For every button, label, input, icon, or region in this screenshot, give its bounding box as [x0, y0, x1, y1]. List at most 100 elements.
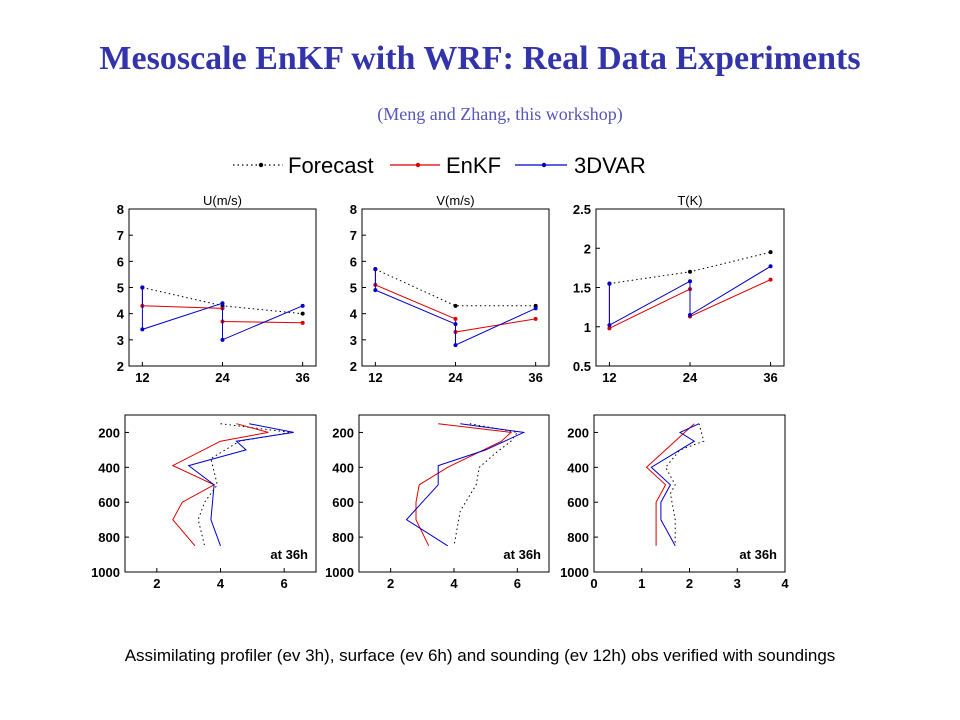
panel-3-point-enkf-1 [607, 326, 612, 331]
panel-1-point-3dvar-0 [140, 285, 145, 290]
panel-6-xtick-label-4: 4 [781, 576, 789, 591]
panel-1-ytick-label-3: 5 [117, 281, 124, 296]
footer-caption: Assimilating profiler (ev 3h), surface (… [124, 646, 836, 665]
panel-5-ytick-label-1: 400 [332, 460, 354, 475]
legend-label-forecast: Forecast [288, 153, 374, 178]
panel-1-frame [128, 208, 317, 367]
panel-6-ytick-label-0: 200 [567, 425, 589, 440]
panel-2-ytick-label-0: 2 [350, 359, 357, 374]
panel-5-ytick-label-0: 200 [332, 425, 354, 440]
slide-title: Mesoscale EnKF with WRF: Real Data Exper… [99, 40, 861, 77]
panel-4-series-enkf [171, 423, 269, 547]
panel-2-point-forecast-1 [453, 303, 458, 308]
panel-1-point-forecast-2 [300, 311, 305, 316]
panel-3-point-3dvar-0 [607, 281, 612, 286]
panel-5-xtick-label-0: 2 [387, 576, 394, 591]
panel-6-xtick-label-1: 1 [638, 576, 645, 591]
panel-6-series-3dvar [650, 423, 700, 547]
panel-3-title: T(K) [677, 193, 702, 208]
panel-2-xtick-label-0: 12 [368, 370, 382, 385]
panel-6-xtick-label-3: 3 [734, 576, 741, 591]
panel-4-annotation: at 36h [270, 547, 308, 562]
panel-2-xtick-label-2: 36 [528, 370, 542, 385]
panel-5-ytick-label-4: 1000 [325, 565, 354, 580]
panel-1-ytick-label-0: 2 [117, 359, 124, 374]
panel-5-series-enkf [415, 423, 513, 547]
panel-2-point-enkf-2 [453, 316, 458, 321]
panel-5-ytick-label-3: 800 [332, 530, 354, 545]
panel-6-ytick-label-3: 800 [567, 530, 589, 545]
panel-3-series-forecast [609, 251, 771, 285]
panel-1-xtick-label-0: 12 [135, 370, 149, 385]
panel-2-point-3dvar-2 [453, 322, 458, 327]
panel-3-point-forecast-1 [688, 269, 692, 274]
panel-3-point-enkf-4 [768, 277, 773, 282]
panel-2-ytick-label-2: 4 [350, 307, 358, 322]
panel-3-ytick-label-0: 0.5 [573, 359, 591, 374]
panel-4-xtick-label-0: 2 [153, 576, 160, 591]
panel-3-point-3dvar-4 [768, 264, 773, 269]
panel-5-xtick-label-1: 4 [450, 576, 458, 591]
panel-4-xtick-label-1: 4 [217, 576, 225, 591]
panel-4-ytick-label-3: 800 [98, 530, 120, 545]
panel-1-point-enkf-4 [300, 320, 305, 325]
panel-5-series-forecast [453, 423, 519, 546]
panel-2-ytick-label-1: 3 [350, 333, 357, 348]
panel-2-xtick-label-1: 24 [448, 370, 463, 385]
panel-1-point-3dvar-1 [140, 327, 145, 332]
panel-4-ytick-label-2: 600 [98, 495, 120, 510]
panel-6-xtick-label-0: 0 [590, 576, 597, 591]
panel-1-ytick-label-6: 8 [117, 202, 124, 217]
panel-3-point-3dvar-3 [688, 312, 692, 317]
legend-label-3dvar: 3DVAR [574, 153, 646, 178]
panel-1-ytick-label-4: 6 [117, 254, 124, 269]
panel-3-xtick-label-0: 12 [602, 370, 616, 385]
panel-2-title: V(m/s) [436, 193, 474, 208]
panel-2-ytick-label-6: 8 [350, 202, 357, 217]
panel-2-point-3dvar-3 [453, 343, 458, 348]
panel-1-ytick-label-5: 7 [117, 228, 124, 243]
panel-1-point-3dvar-4 [300, 303, 305, 308]
panel-3-xtick-label-1: 24 [683, 370, 698, 385]
panel-2-ytick-label-4: 6 [350, 254, 357, 269]
legend-marker-forecast [258, 162, 264, 168]
panel-6-ytick-label-2: 600 [567, 495, 589, 510]
panel-4-ytick-label-0: 200 [98, 425, 120, 440]
panel-1-ytick-label-2: 4 [117, 307, 125, 322]
panel-5-annotation: at 36h [503, 547, 541, 562]
slide-subtitle: (Meng and Zhang, this workshop) [377, 104, 623, 124]
panel-6-xtick-label-2: 2 [686, 576, 693, 591]
panel-2-point-3dvar-1 [373, 288, 378, 293]
panel-2-point-3dvar-0 [373, 267, 378, 272]
panel-6-ytick-label-1: 400 [567, 460, 589, 475]
panel-6-series-enkf [645, 423, 695, 546]
panel-1-title: U(m/s) [203, 193, 242, 208]
panel-5-ytick-label-2: 600 [332, 495, 354, 510]
panel-3-ytick-label-3: 2 [584, 241, 591, 256]
panel-5-series-3dvar [405, 423, 526, 547]
panel-2-point-enkf-4 [533, 316, 538, 321]
panel-3-ytick-label-1: 1 [584, 320, 591, 335]
panel-4-series-3dvar [187, 423, 294, 546]
panel-2-ytick-label-5: 7 [350, 228, 357, 243]
panel-6-series-forecast [664, 423, 705, 546]
panel-2-ytick-label-3: 5 [350, 281, 357, 296]
panel-3-ytick-label-4: 2.5 [573, 202, 591, 217]
panel-6-annotation: at 36h [739, 547, 777, 562]
legend-marker-enkf [415, 162, 421, 168]
panel-4-ytick-label-1: 400 [98, 460, 120, 475]
panel-3-point-forecast-2 [768, 250, 773, 255]
panel-4-xtick-label-2: 6 [281, 576, 288, 591]
legend-label-enkf: EnKF [446, 153, 501, 178]
panel-1-xtick-label-2: 36 [295, 370, 309, 385]
panel-1-series-3dvar [141, 287, 303, 341]
panel-1-point-3dvar-3 [220, 337, 225, 342]
panel-5-xtick-label-2: 6 [514, 576, 521, 591]
panel-3-point-3dvar-2 [688, 279, 692, 284]
panel-3-xtick-label-2: 36 [763, 370, 777, 385]
panel-1-point-3dvar-2 [220, 301, 225, 306]
panel-4-series-forecast [197, 423, 291, 546]
legend-marker-3dvar [541, 162, 547, 168]
panel-1-ytick-label-1: 3 [117, 333, 124, 348]
